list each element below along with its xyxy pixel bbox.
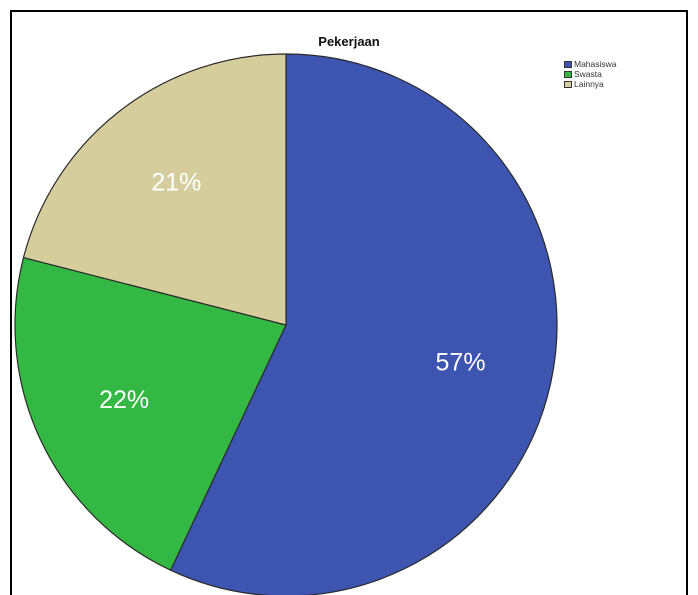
- legend-item-swasta: Swasta: [564, 69, 617, 79]
- chart-legend: Mahasiswa Swasta Lainnya: [564, 59, 617, 89]
- legend-item-mahasiswa: Mahasiswa: [564, 59, 617, 69]
- slice-label-mahasiswa: 57%: [436, 349, 486, 377]
- pie-slice-lainnya: [22, 53, 287, 326]
- slice-label-lainnya: 21%: [151, 168, 201, 196]
- legend-swatch-lainnya: [564, 80, 572, 88]
- legend-label-swasta: Swasta: [574, 69, 602, 79]
- pie-chart: 57% 22% 21%: [14, 53, 558, 595]
- legend-swatch-swasta: [564, 70, 572, 78]
- pie-slice-swasta: [14, 256, 287, 572]
- chart-title: Pekerjaan: [318, 34, 380, 49]
- legend-label-mahasiswa: Mahasiswa: [574, 59, 617, 69]
- legend-label-lainnya: Lainnya: [574, 79, 604, 89]
- legend-swatch-mahasiswa: [564, 60, 572, 68]
- slice-label-swasta: 22%: [99, 386, 149, 414]
- legend-item-lainnya: Lainnya: [564, 79, 617, 89]
- chart-frame: Pekerjaan 57% 22% 21% Mahasiswa Swasta Lainn…: [10, 10, 688, 595]
